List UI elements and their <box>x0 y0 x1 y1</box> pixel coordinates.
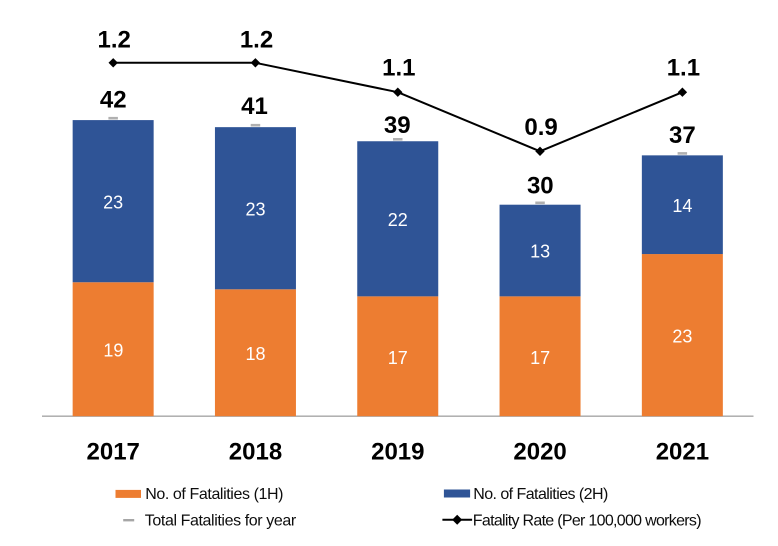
svg-text:30: 30 <box>527 173 554 200</box>
svg-text:23: 23 <box>672 327 692 347</box>
svg-text:14: 14 <box>672 196 692 216</box>
svg-text:1.2: 1.2 <box>98 26 131 53</box>
svg-text:22: 22 <box>388 210 408 230</box>
svg-text:0.9: 0.9 <box>524 114 557 141</box>
svg-text:2020: 2020 <box>513 438 566 465</box>
svg-text:Fatality Rate (Per 100,000 wor: Fatality Rate (Per 100,000 workers) <box>473 512 701 529</box>
svg-text:1.2: 1.2 <box>240 26 273 53</box>
svg-text:1.1: 1.1 <box>667 55 700 82</box>
svg-text:23: 23 <box>103 192 123 212</box>
svg-text:Total Fatalities for year: Total Fatalities for year <box>145 512 297 529</box>
svg-text:17: 17 <box>388 348 408 368</box>
svg-text:39: 39 <box>384 112 411 139</box>
svg-text:42: 42 <box>100 87 127 114</box>
svg-text:17: 17 <box>530 348 550 368</box>
svg-text:37: 37 <box>669 122 696 149</box>
svg-text:2017: 2017 <box>87 438 140 465</box>
svg-text:23: 23 <box>245 199 265 219</box>
svg-text:41: 41 <box>241 93 268 120</box>
svg-text:1.1: 1.1 <box>382 55 415 82</box>
svg-text:18: 18 <box>245 344 265 364</box>
svg-text:2021: 2021 <box>656 438 709 465</box>
svg-text:13: 13 <box>530 242 550 262</box>
svg-text:No. of Fatalities (1H): No. of Fatalities (1H) <box>145 486 283 503</box>
svg-text:2019: 2019 <box>371 438 424 465</box>
svg-text:No. of Fatalities (2H): No. of Fatalities (2H) <box>473 486 608 503</box>
svg-text:2018: 2018 <box>229 438 282 465</box>
svg-text:19: 19 <box>103 341 123 361</box>
